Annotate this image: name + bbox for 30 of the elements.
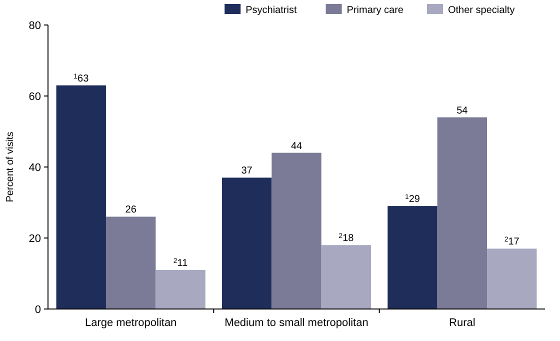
y-tick-label: 60 — [28, 90, 41, 103]
bar — [272, 152, 322, 309]
bar — [106, 216, 156, 309]
y-axis-title: Percent of visits — [5, 132, 16, 202]
data-label: 26 — [125, 204, 137, 216]
data-label: $^{1}$29 — [404, 194, 420, 206]
x-tick-label: Medium to small metropolitan — [224, 317, 368, 329]
bar — [56, 85, 106, 309]
bar — [437, 117, 488, 309]
x-tick-label: Rural — [449, 317, 476, 329]
y-tick-label: 0 — [34, 304, 41, 316]
data-label: 44 — [290, 140, 302, 152]
bar — [156, 270, 206, 309]
y-tick-label: 40 — [28, 162, 41, 174]
data-label: $^{2}$18 — [338, 232, 354, 244]
bar — [487, 248, 537, 309]
bar — [321, 245, 372, 309]
legend-label: Primary care — [346, 5, 404, 16]
data-label: 54 — [456, 105, 468, 116]
bar — [222, 178, 272, 309]
y-tick-label: 20 — [28, 232, 41, 245]
data-label: $^{1}$63 — [74, 72, 90, 84]
data-label: 37 — [241, 166, 253, 177]
legend-label: Psychiatrist — [246, 5, 297, 16]
x-tick-label: Large metropolitan — [84, 317, 177, 329]
legend-label: Other specialty — [448, 5, 515, 16]
bar — [388, 206, 438, 309]
data-label: $^{2}$11 — [173, 257, 188, 269]
data-label: $^{2}$17 — [504, 236, 520, 248]
y-tick-label: 80 — [28, 20, 41, 32]
